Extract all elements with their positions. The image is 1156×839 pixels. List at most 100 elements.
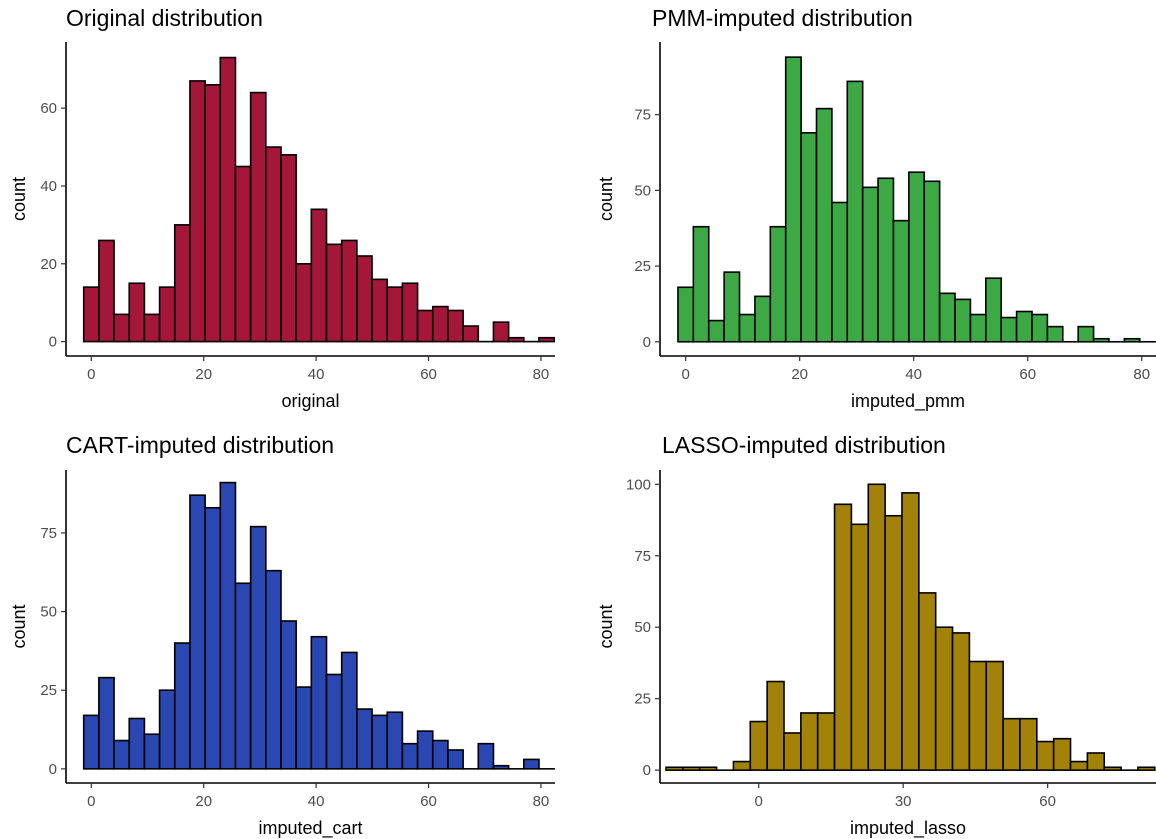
histogram-bar: [815, 107, 833, 343]
histogram-bar: [1137, 766, 1156, 771]
histogram-bar: [234, 582, 252, 770]
histogram-bar: [98, 239, 115, 343]
histogram-bar: [356, 708, 373, 770]
histogram-bar: [416, 730, 434, 770]
y-tick-label: 20: [40, 256, 57, 273]
x-tick-label: 60: [420, 793, 437, 810]
x-tick-label: 40: [308, 793, 325, 810]
x-tick-label: 20: [195, 793, 212, 810]
histogram-bar: [1092, 337, 1110, 343]
histogram-bar: [173, 642, 191, 770]
histogram-bar: [877, 177, 895, 343]
panel-original: Original distribution 0 20 40 60 0 20 40 60 80 ori…: [9, 5, 555, 411]
panel-title: Original distribution: [66, 5, 263, 31]
histogram-bar: [749, 720, 768, 771]
histogram-bar: [143, 733, 161, 770]
histogram-bar: [784, 56, 802, 343]
histogram-bar: [732, 760, 752, 771]
panel-pmm: PMM-imputed distribution 0 25 50 75 0 20 40 60 80…: [596, 5, 1156, 412]
histogram-bar: [82, 714, 100, 770]
x-tick-label: 40: [905, 366, 922, 383]
histogram-bar: [892, 219, 910, 343]
histogram-bar: [113, 313, 131, 343]
histogram-bar: [783, 732, 802, 771]
x-axis-title: imputed_cart: [258, 818, 362, 839]
histogram-bar: [954, 298, 972, 343]
histogram-bar: [766, 680, 785, 771]
histogram-bar: [447, 749, 464, 770]
y-axis-title: count: [596, 177, 616, 221]
histogram-bar: [204, 84, 222, 343]
histogram-bar: [908, 171, 926, 343]
x-tick-label: 30: [895, 793, 912, 810]
histogram-bar: [800, 132, 818, 343]
histogram-bar: [310, 208, 328, 343]
panel-title: LASSO-imputed distribution: [662, 432, 946, 458]
histogram-bar: [98, 676, 115, 770]
y-axis-title: count: [9, 177, 29, 221]
histogram-bar: [219, 56, 237, 343]
x-tick-label: 0: [755, 793, 763, 810]
histogram-bar: [492, 321, 510, 343]
histogram-bar: [249, 525, 267, 770]
histogram-bar: [325, 673, 343, 770]
histogram-bar: [386, 286, 404, 343]
y-tick-label: 50: [634, 619, 651, 636]
histogram-bar: [861, 186, 879, 343]
histogram-bar: [985, 660, 1004, 771]
x-tick-label: 40: [308, 366, 325, 383]
histogram-bar: [82, 286, 100, 343]
histogram-bar: [477, 742, 495, 770]
histogram-bar: [754, 295, 772, 343]
y-axis-title: count: [596, 604, 616, 648]
histogram-bar: [340, 651, 358, 770]
x-tick-label: 0: [87, 793, 95, 810]
histogram-bar: [677, 286, 695, 343]
histogram-bar: [128, 717, 146, 770]
y-tick-label: 40: [40, 178, 57, 195]
histogram-bar: [846, 80, 864, 343]
histogram-bar: [462, 325, 480, 343]
histogram-bar: [707, 319, 725, 343]
x-axis-title: imputed_pmm: [851, 391, 965, 412]
x-tick-label: 80: [533, 793, 550, 810]
histogram-bar: [356, 255, 373, 343]
histogram-bar: [1031, 313, 1049, 343]
histogram-bar: [692, 225, 710, 343]
histogram-bar: [173, 224, 191, 343]
y-tick-label: 75: [634, 107, 651, 124]
histogram-bar: [401, 282, 419, 343]
y-tick-label: 75: [634, 548, 651, 565]
histogram-bar: [738, 313, 756, 343]
histogram-bar: [884, 514, 903, 771]
panel-lasso: LASSO-imputed distribution 0 25 50 75 100 0 30 6…: [596, 432, 1156, 839]
y-tick-label: 60: [40, 100, 57, 117]
histogram-bar: [280, 154, 297, 343]
y-tick-label: 75: [40, 525, 57, 542]
histogram-bar: [769, 225, 787, 343]
histogram-bar: [923, 180, 941, 343]
x-tick-label: 0: [87, 366, 95, 383]
histogram-bar: [431, 739, 449, 770]
histogram-bar: [280, 620, 297, 770]
histogram-bar: [1046, 325, 1064, 343]
x-axis-title: imputed_lasso: [850, 818, 966, 839]
histogram-bar: [1086, 752, 1106, 771]
histogram-bar: [416, 309, 434, 343]
histogram-bar: [1015, 310, 1033, 343]
histogram-bar: [447, 309, 464, 343]
y-tick-label: 50: [634, 182, 651, 199]
histogram-bar: [189, 80, 206, 343]
histogram-bar: [1123, 337, 1141, 343]
histogram-bar: [265, 569, 282, 770]
histogram-bar: [968, 660, 988, 771]
histogram-bar: [1077, 325, 1095, 343]
histogram-bar: [816, 712, 836, 771]
histogram-bar: [401, 742, 419, 770]
histogram-bar: [234, 165, 252, 343]
y-tick-label: 25: [40, 682, 57, 699]
histogram-bar: [969, 313, 987, 343]
histogram-bar: [985, 277, 1003, 343]
x-tick-label: 0: [681, 366, 689, 383]
